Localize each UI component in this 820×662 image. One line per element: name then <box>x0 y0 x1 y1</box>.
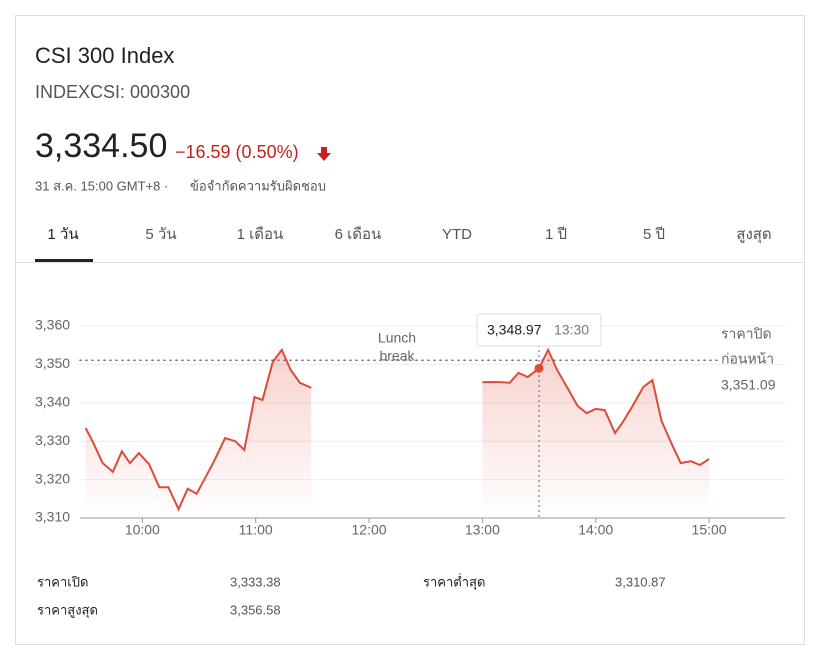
stat-value: 3,333.38 <box>230 574 281 589</box>
price-line <box>482 347 710 467</box>
price: 3,334.50 <box>35 127 167 165</box>
previous-close-value: 3,351.09 <box>721 377 776 393</box>
annotation: Lunch <box>378 330 416 346</box>
x-tick-label: 10:00 <box>125 522 160 538</box>
timestamp: 31 ส.ค. 15:00 GMT+8 · <box>35 178 168 193</box>
area <box>85 349 312 518</box>
tooltip-value: 3,348.97 <box>487 322 542 338</box>
stat-value: 3,356.58 <box>230 602 281 617</box>
title: CSI 300 Index <box>35 43 174 68</box>
stat-label: ราคาเปิด <box>37 574 88 589</box>
tab[interactable]: 1 วัน <box>47 226 78 243</box>
annotation: break <box>379 348 415 364</box>
x-tick-label: 11:00 <box>239 522 273 538</box>
x-tick-label: 14:00 <box>578 522 613 538</box>
card-border <box>15 15 805 645</box>
tooltip-time: 13:30 <box>554 322 589 338</box>
tab[interactable]: 1 เดือน <box>237 226 284 243</box>
x-tick-label: 15:00 <box>692 522 727 538</box>
tab[interactable]: สูงสุด <box>736 226 771 244</box>
change: −16.59 (0.50%) <box>175 142 299 162</box>
tab[interactable]: 5 ปี <box>643 226 665 243</box>
tooltip-box <box>476 313 602 347</box>
x-tick-label: 13:00 <box>465 522 500 538</box>
hover-point <box>534 363 544 373</box>
tab[interactable]: 1 ปี <box>545 226 567 243</box>
x-tick-label: 12:00 <box>352 522 387 538</box>
y-tick-label: 3,340 <box>35 393 70 409</box>
y-tick-label: 3,330 <box>35 432 70 448</box>
y-tick-label: 3,320 <box>35 470 70 486</box>
tab-underline <box>35 259 93 262</box>
y-tick-label: 3,310 <box>35 509 70 525</box>
previous-close-label: ก่อนหน้า <box>721 351 774 367</box>
tab[interactable]: 5 วัน <box>145 226 176 243</box>
y-tick-label: 3,360 <box>35 317 70 333</box>
y-tick-label: 3,350 <box>35 355 70 371</box>
stat-value: 3,310.87 <box>615 574 666 589</box>
ticker: INDEXCSI: 000300 <box>35 82 190 102</box>
tab[interactable]: 6 เดือน <box>335 226 382 243</box>
stat-label: ราคาสูงสุด <box>37 602 98 618</box>
tab[interactable]: YTD <box>442 226 472 243</box>
disclaimer[interactable]: ข้อจำกัดความรับผิดชอบ <box>190 178 326 193</box>
stat-label: ราคาต่ำสุด <box>423 573 485 590</box>
previous-close-label: ราคาปิด <box>721 326 772 342</box>
down-arrow <box>317 147 331 161</box>
price-line <box>84 347 312 512</box>
